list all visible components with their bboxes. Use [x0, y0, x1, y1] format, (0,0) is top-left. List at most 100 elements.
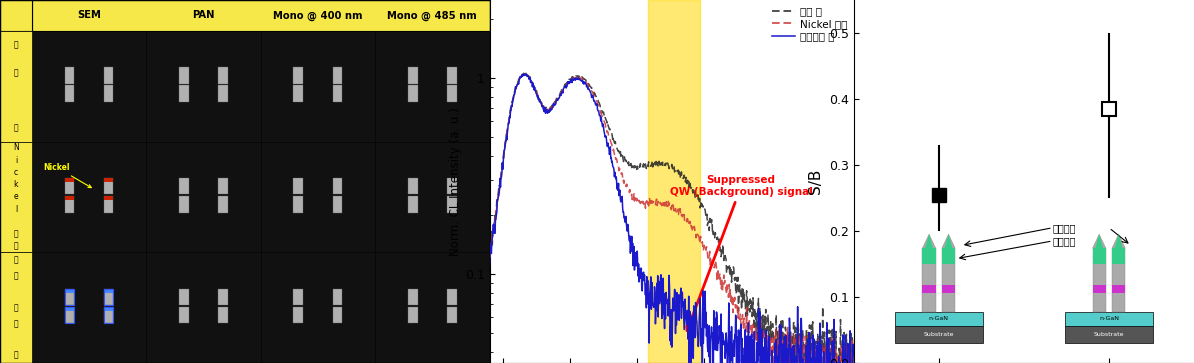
Bar — [1065, 311, 1153, 326]
Bar — [146, 142, 260, 252]
Text: 코: 코 — [13, 40, 18, 49]
Text: Nickel: Nickel — [43, 163, 91, 188]
Bar — [64, 289, 74, 305]
Bar — [104, 196, 113, 200]
Bar — [260, 31, 375, 142]
Bar — [146, 31, 260, 142]
Bar — [64, 307, 74, 323]
Text: e: e — [13, 192, 18, 201]
Bar — [64, 289, 74, 293]
Bar — [1093, 285, 1106, 293]
Bar — [375, 142, 490, 252]
Bar — [179, 196, 189, 213]
Bar — [408, 85, 418, 102]
Bar — [1112, 248, 1125, 264]
Bar — [294, 67, 303, 83]
Text: 각: 각 — [13, 272, 18, 281]
Bar — [294, 307, 303, 323]
Bar — [219, 178, 228, 194]
Bar — [447, 67, 457, 83]
Bar — [64, 178, 74, 182]
Bar — [1112, 248, 1125, 311]
Bar — [104, 289, 113, 305]
Bar — [333, 289, 343, 305]
Text: Substrate: Substrate — [1094, 332, 1125, 337]
Bar — [104, 307, 113, 323]
Bar — [408, 307, 418, 323]
Text: 공: 공 — [13, 303, 18, 312]
Bar — [104, 307, 113, 323]
Polygon shape — [1112, 234, 1125, 248]
Bar — [104, 289, 113, 293]
Bar — [104, 178, 113, 194]
Bar — [408, 67, 418, 83]
Bar — [894, 311, 983, 326]
Polygon shape — [1112, 234, 1125, 258]
Text: i: i — [14, 155, 17, 164]
Text: 정: 정 — [13, 319, 18, 328]
Text: 전: 전 — [13, 123, 18, 132]
Bar — [294, 196, 303, 213]
Bar — [146, 252, 260, 363]
Bar — [923, 285, 936, 293]
Bar — [64, 196, 74, 200]
Legend: 공정 전, Nickel 증착, 식각공정 후: 공정 전, Nickel 증착, 식각공정 후 — [768, 2, 851, 46]
Text: k: k — [13, 180, 18, 189]
Bar — [260, 252, 375, 363]
Bar — [219, 307, 228, 323]
Text: 증: 증 — [13, 229, 18, 238]
Text: 착: 착 — [13, 242, 18, 250]
Bar — [64, 307, 74, 323]
Y-axis label: Norm. CL Intensity (a. u.): Norm. CL Intensity (a. u.) — [449, 107, 462, 256]
Bar — [1112, 285, 1125, 293]
Bar — [64, 85, 74, 102]
Bar — [32, 252, 146, 363]
Bar — [104, 196, 113, 213]
Bar — [64, 178, 74, 194]
Bar — [447, 196, 457, 213]
Bar — [894, 326, 983, 343]
Bar — [294, 85, 303, 102]
Polygon shape — [1093, 234, 1106, 248]
Bar — [375, 31, 490, 142]
Bar — [1065, 326, 1153, 343]
Bar — [294, 178, 303, 194]
Polygon shape — [1093, 234, 1106, 258]
Text: 양자광원: 양자광원 — [1053, 223, 1076, 233]
Polygon shape — [942, 234, 955, 258]
Bar — [408, 178, 418, 194]
Text: 후: 후 — [13, 351, 18, 360]
Bar — [32, 31, 146, 142]
Text: N: N — [13, 143, 19, 152]
Bar — [333, 307, 343, 323]
Bar — [219, 67, 228, 83]
Bar — [104, 289, 113, 305]
Bar — [0, 142, 32, 252]
Text: Mono @ 485 nm: Mono @ 485 nm — [387, 10, 478, 21]
Bar — [219, 85, 228, 102]
Text: Mono @ 400 nm: Mono @ 400 nm — [273, 10, 363, 21]
Text: c: c — [14, 168, 18, 177]
Bar — [447, 289, 457, 305]
Bar — [333, 67, 343, 83]
Bar — [408, 196, 418, 213]
Bar — [219, 196, 228, 213]
Polygon shape — [942, 234, 955, 248]
Bar — [104, 85, 113, 102]
Bar — [333, 196, 343, 213]
Bar — [104, 178, 113, 182]
Bar — [64, 289, 74, 305]
Bar — [32, 0, 490, 31]
Bar — [64, 196, 74, 213]
Bar — [408, 289, 418, 305]
Bar — [32, 142, 146, 252]
Text: SEM: SEM — [78, 11, 101, 20]
Bar — [942, 285, 955, 293]
Bar — [0, 0, 32, 31]
Text: 정: 정 — [13, 68, 18, 77]
Bar — [104, 67, 113, 83]
Bar — [179, 307, 189, 323]
Bar — [260, 142, 375, 252]
Bar — [923, 248, 936, 311]
Bar — [333, 85, 343, 102]
